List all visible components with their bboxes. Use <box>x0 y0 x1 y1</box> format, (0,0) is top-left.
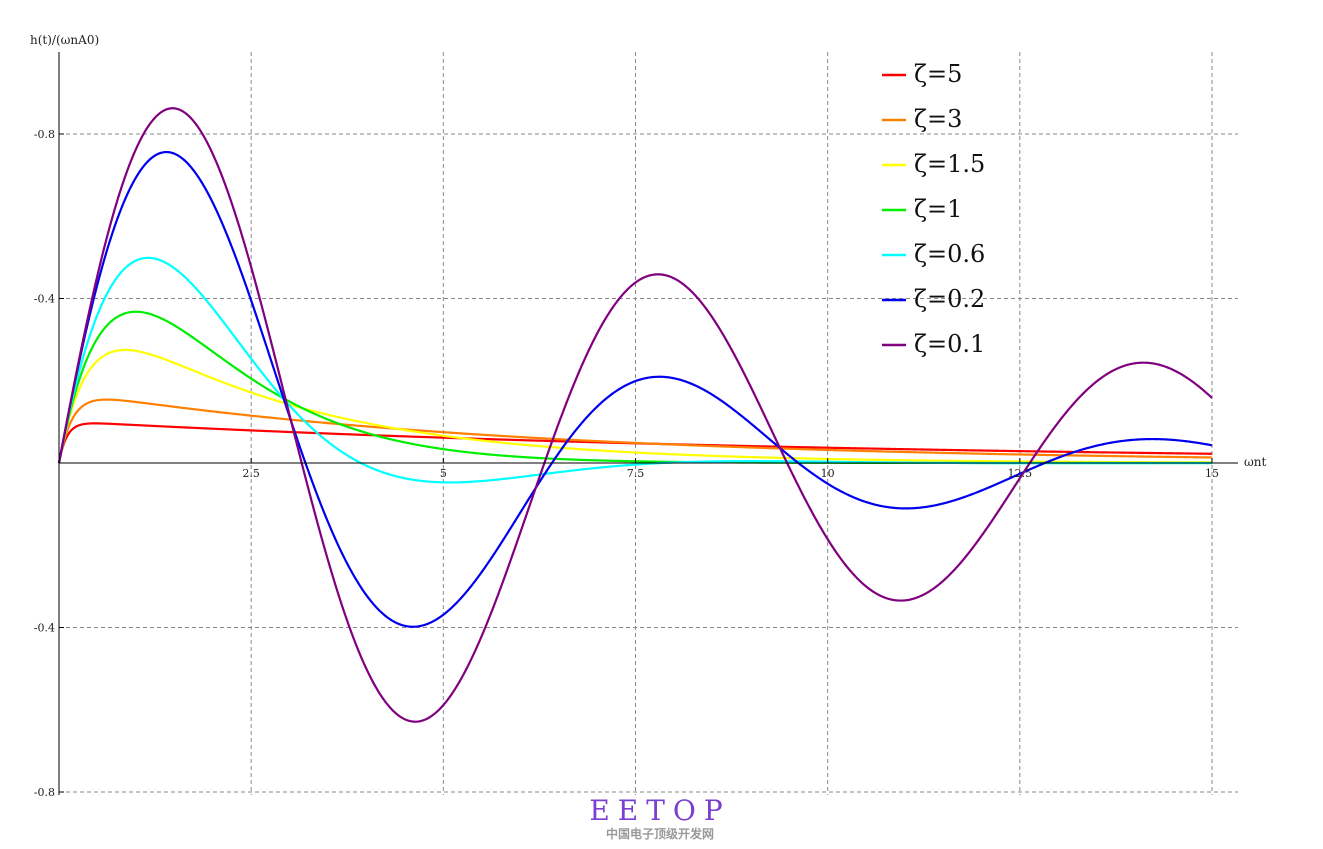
watermark-subtitle: 中国电子顶级开发网 <box>605 827 714 841</box>
y-tick-label: -0.4 <box>34 622 55 635</box>
legend-label: ζ=0.2 <box>914 285 985 313</box>
series-line <box>57 398 1213 464</box>
watermark-logo: EETOP <box>589 794 731 827</box>
y-tick-label: -0.4 <box>34 293 55 306</box>
x-tick-label: 7.5 <box>627 467 645 480</box>
legend-label: ζ=0.1 <box>914 330 985 358</box>
series-line <box>57 107 1213 723</box>
x-axis-label: ωnt <box>1244 455 1267 469</box>
legend: ζ=5 ζ=3 ζ=1.5 ζ=1 ζ=0.6 ζ=0.2 ζ=0.1 <box>882 60 985 358</box>
x-tick-label: 5 <box>440 467 447 480</box>
y-tick-label: -0.8 <box>34 786 55 799</box>
axes <box>58 52 1238 795</box>
legend-label: ζ=1.5 <box>914 150 985 178</box>
y-tick-label: -0.8 <box>34 128 55 141</box>
x-tick-label: 15 <box>1205 467 1219 480</box>
x-tick-label: 12.5 <box>1008 467 1033 480</box>
legend-label: ζ=5 <box>914 60 962 88</box>
y-axis-label: h(t)/(ωnA0) <box>30 33 99 47</box>
watermark: EETOP 中国电子顶级开发网 <box>560 796 760 842</box>
tick-labels: 2.5 5 7.5 10 12.5 15 -0.8 -0.4 -0.4 -0.8 <box>34 128 1219 799</box>
legend-label: ζ=3 <box>914 105 962 133</box>
series-line <box>57 150 1213 628</box>
legend-label: ζ=1 <box>914 195 962 223</box>
legend-label: ζ=0.6 <box>914 240 985 268</box>
x-tick-label: 10 <box>821 467 835 480</box>
grid-lines <box>59 52 1238 795</box>
x-tick-label: 2.5 <box>242 467 260 480</box>
